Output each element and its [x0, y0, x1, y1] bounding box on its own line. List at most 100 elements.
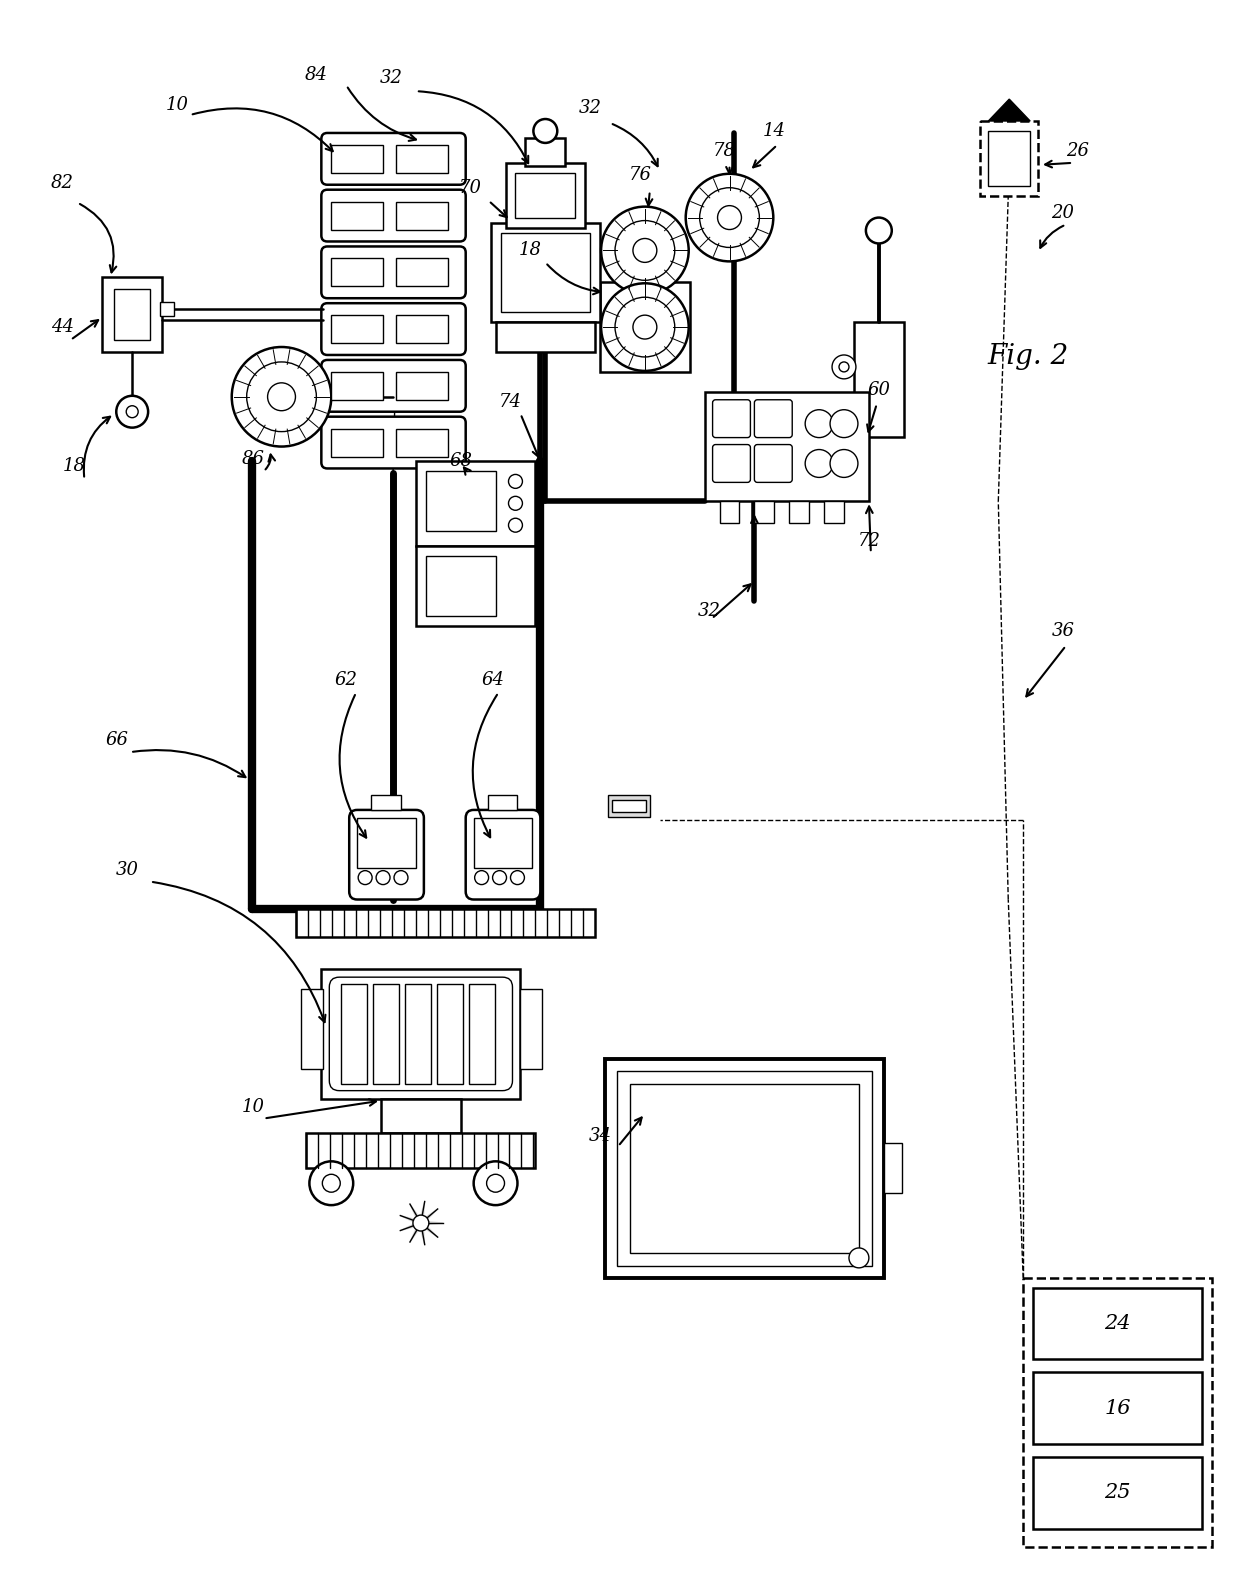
Text: 10: 10	[242, 1097, 265, 1116]
Bar	[988, 131, 1030, 185]
Circle shape	[394, 871, 408, 885]
Bar	[605, 1059, 884, 1277]
Circle shape	[632, 239, 657, 263]
Circle shape	[508, 518, 522, 532]
FancyBboxPatch shape	[321, 416, 466, 469]
FancyBboxPatch shape	[321, 133, 466, 185]
Bar	[501, 233, 590, 312]
Text: 32: 32	[579, 100, 601, 117]
Polygon shape	[424, 1209, 438, 1220]
Bar	[1033, 1372, 1203, 1444]
Bar	[396, 315, 448, 344]
FancyBboxPatch shape	[321, 359, 466, 412]
Polygon shape	[420, 1201, 424, 1217]
Circle shape	[508, 475, 522, 489]
Bar	[396, 258, 448, 287]
FancyBboxPatch shape	[754, 445, 792, 483]
Circle shape	[376, 871, 391, 885]
Text: 76: 76	[629, 166, 651, 184]
Text: 44: 44	[51, 318, 74, 336]
Circle shape	[718, 206, 742, 230]
Circle shape	[830, 450, 858, 478]
Circle shape	[486, 1175, 505, 1192]
Bar	[884, 1143, 901, 1194]
Circle shape	[511, 871, 525, 885]
Bar	[425, 472, 496, 532]
FancyBboxPatch shape	[350, 810, 424, 899]
Bar	[405, 985, 430, 1084]
Text: 60: 60	[867, 382, 890, 399]
Text: 82: 82	[51, 174, 74, 192]
Bar	[331, 146, 383, 173]
Circle shape	[413, 1216, 429, 1232]
Polygon shape	[420, 1228, 424, 1244]
Bar	[396, 201, 448, 230]
Bar	[114, 290, 150, 340]
Circle shape	[247, 363, 316, 432]
Circle shape	[699, 188, 759, 247]
Circle shape	[830, 410, 858, 437]
Polygon shape	[401, 1216, 415, 1222]
Bar	[331, 372, 383, 400]
Text: 25: 25	[1105, 1483, 1131, 1502]
Circle shape	[322, 1175, 340, 1192]
Circle shape	[126, 405, 138, 418]
Bar	[425, 556, 496, 616]
Text: 10: 10	[165, 97, 188, 114]
Bar	[396, 429, 448, 456]
Bar	[704, 393, 869, 502]
Bar	[1033, 1287, 1203, 1360]
Bar	[373, 985, 399, 1084]
Circle shape	[866, 217, 892, 244]
Bar	[357, 818, 415, 867]
Text: 18: 18	[518, 242, 542, 260]
Bar	[381, 1099, 461, 1133]
FancyBboxPatch shape	[330, 977, 512, 1091]
Text: 74: 74	[498, 393, 522, 410]
FancyBboxPatch shape	[321, 304, 466, 355]
Text: 78: 78	[713, 142, 737, 160]
Bar	[469, 985, 495, 1084]
Text: 18: 18	[63, 457, 86, 475]
Text: 68: 68	[449, 453, 472, 470]
Bar	[301, 989, 324, 1069]
Circle shape	[601, 207, 688, 294]
Bar	[854, 321, 904, 437]
Bar	[618, 1070, 872, 1266]
Text: 72: 72	[857, 532, 880, 551]
Bar	[491, 223, 600, 321]
Bar	[521, 989, 542, 1069]
Text: 70: 70	[459, 179, 482, 196]
Circle shape	[492, 871, 506, 885]
Circle shape	[632, 315, 657, 339]
Bar	[331, 429, 383, 456]
Circle shape	[533, 119, 557, 142]
Text: 14: 14	[763, 122, 786, 139]
Circle shape	[615, 220, 675, 280]
Bar	[600, 282, 689, 372]
FancyBboxPatch shape	[321, 247, 466, 298]
Bar	[719, 502, 739, 524]
Bar	[331, 201, 383, 230]
Text: 34: 34	[589, 1127, 611, 1146]
FancyBboxPatch shape	[713, 445, 750, 483]
Bar	[630, 1084, 859, 1252]
Text: Fig. 2: Fig. 2	[987, 344, 1069, 370]
Bar	[496, 321, 595, 351]
Bar	[516, 173, 575, 217]
Bar	[981, 120, 1038, 196]
Text: 64: 64	[481, 671, 505, 690]
Bar	[396, 372, 448, 400]
Polygon shape	[410, 1205, 419, 1219]
Text: 24: 24	[1105, 1314, 1131, 1333]
Bar	[825, 502, 844, 524]
Bar	[371, 795, 401, 810]
Circle shape	[832, 355, 856, 378]
Circle shape	[615, 298, 675, 356]
Bar	[789, 502, 810, 524]
Text: 84: 84	[305, 66, 327, 84]
Circle shape	[232, 347, 331, 446]
Bar	[487, 795, 517, 810]
Polygon shape	[424, 1225, 438, 1238]
FancyBboxPatch shape	[713, 400, 750, 437]
